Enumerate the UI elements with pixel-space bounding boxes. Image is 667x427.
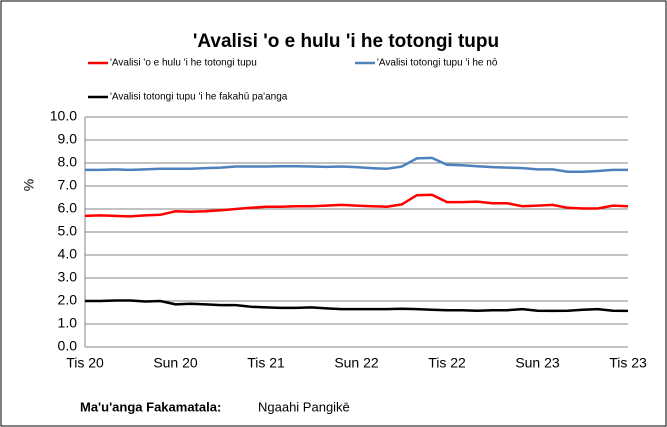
x-tick-label: Tis 23 [609, 355, 647, 371]
source-text: Ngaahi Pangikē [258, 399, 350, 414]
y-tick-label: 7.0 [58, 177, 78, 193]
source-label: Ma'u'anga Fakamatala: [80, 399, 221, 414]
chart-title: 'Avalisi 'o e hulu 'i he totongi tupu [193, 31, 499, 52]
x-tick-label: Sun 22 [334, 355, 379, 371]
y-tick-label: 6.0 [58, 200, 78, 216]
y-tick-label: 2.0 [58, 292, 78, 308]
x-tick-label: Tis 21 [247, 355, 285, 371]
y-axis-label: % [21, 179, 37, 191]
legend-label: 'Avalisi totongi tupu 'i he nō [377, 58, 498, 69]
x-tick-label: Tis 20 [66, 355, 104, 371]
y-tick-label: 3.0 [58, 269, 78, 285]
series-line [85, 156, 628, 173]
y-tick-label: 10.0 [50, 108, 77, 124]
x-tick-label: Sun 20 [153, 355, 198, 371]
series-line [85, 299, 629, 313]
y-tick-label: 9.0 [58, 131, 78, 147]
legend-label: 'Avalisi 'o e hulu 'i he totongi tupu [110, 58, 257, 69]
y-tick-label: 4.0 [58, 246, 78, 262]
x-tick-label: Sun 23 [515, 355, 560, 371]
y-tick-label: 8.0 [58, 154, 78, 170]
y-tick-label: 1.0 [58, 315, 78, 331]
y-tick-label: 5.0 [58, 223, 78, 239]
y-tick-label: 0.0 [58, 338, 78, 354]
x-tick-label: Tis 22 [428, 355, 466, 371]
series-line [84, 193, 629, 218]
legend-label: 'Avalisi totongi tupu 'i he fakahū pa'an… [110, 92, 288, 103]
